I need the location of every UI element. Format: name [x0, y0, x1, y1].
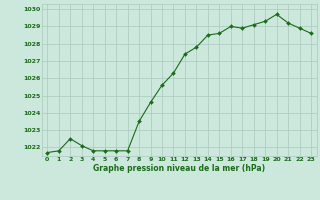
X-axis label: Graphe pression niveau de la mer (hPa): Graphe pression niveau de la mer (hPa): [93, 164, 265, 173]
